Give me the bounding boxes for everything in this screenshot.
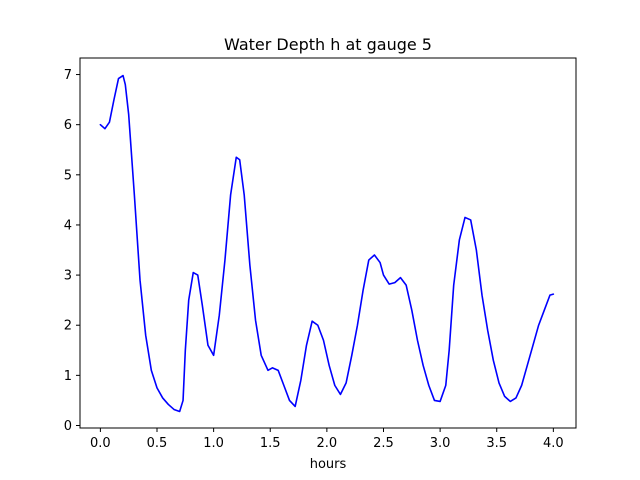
y-tick-label: 6 (64, 118, 72, 133)
x-tick-label: 2.0 (317, 436, 338, 451)
plot-background (80, 58, 576, 428)
y-tick-label: 4 (64, 218, 72, 233)
x-tick-label: 3.0 (430, 436, 451, 451)
x-tick-label: 2.5 (373, 436, 394, 451)
x-tick-label: 1.5 (260, 436, 281, 451)
x-axis-label: hours (310, 457, 347, 472)
x-tick-label: 0.5 (147, 436, 168, 451)
x-axis: 0.0 0.5 1.0 1.5 2.0 2.5 3.0 3.5 4.0 (90, 428, 564, 451)
plot-frame (79, 57, 577, 429)
series-line (99, 74, 555, 413)
y-axis: 0 1 2 3 4 5 6 7 (64, 68, 80, 434)
x-tick-label: 0.0 (90, 436, 111, 451)
x-tick-label: 3.5 (486, 436, 507, 451)
x-tick-label: 4.0 (543, 436, 564, 451)
y-tick-label: 5 (64, 168, 72, 183)
y-tick-label: 0 (64, 419, 72, 434)
chart-title: Water Depth h at gauge 5 (224, 35, 432, 54)
y-tick-label: 3 (64, 269, 72, 284)
y-tick-label: 1 (64, 369, 72, 384)
y-tick-label: 2 (64, 319, 72, 334)
plot-area (79, 57, 577, 429)
x-tick-label: 1.0 (203, 436, 224, 451)
y-tick-label: 7 (64, 68, 72, 83)
